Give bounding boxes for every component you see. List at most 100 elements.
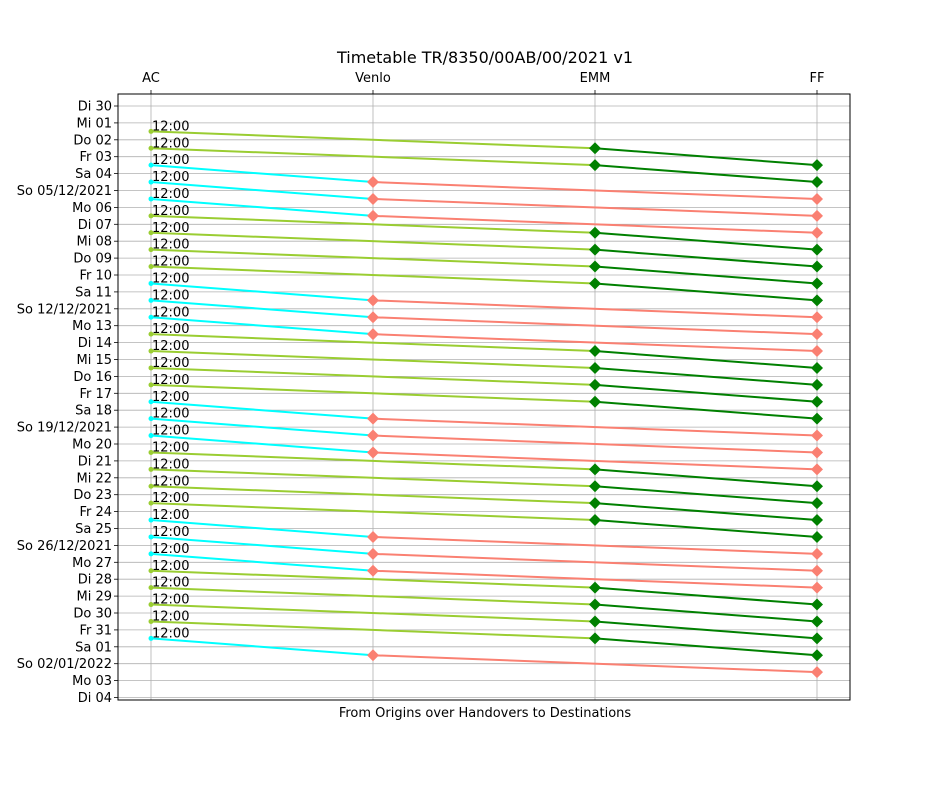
trip-segment: [372, 535, 818, 555]
stop-marker: [811, 159, 823, 172]
trip-segment: [594, 248, 818, 268]
station-label: AC: [142, 71, 160, 86]
stop-marker: [811, 632, 823, 645]
y-tick-label: Do 02: [73, 133, 112, 148]
y-tick-label: Do 23: [73, 488, 112, 503]
departure-time-label: 12:00: [152, 559, 189, 574]
departure-time-label: 12:00: [152, 271, 189, 286]
y-tick-label: Mi 15: [76, 353, 112, 368]
stop-marker: [811, 277, 823, 290]
stop-marker: [367, 176, 379, 189]
stop-marker: [589, 395, 601, 408]
trip-segment: [594, 603, 818, 623]
trip-segment: [150, 519, 374, 538]
origin-marker: [148, 196, 154, 202]
y-tick-label: Sa 25: [75, 522, 112, 537]
origin-marker: [148, 635, 154, 641]
origin-marker: [148, 449, 154, 455]
trip-segment: [372, 451, 818, 471]
trip-segment: [594, 637, 818, 657]
trip-segment: [594, 502, 818, 522]
trip-segment: [594, 468, 818, 488]
stop-marker: [811, 311, 823, 324]
departure-time-label: 12:00: [152, 609, 189, 624]
origin-marker: [148, 331, 154, 337]
y-tick-label: Do 09: [73, 252, 112, 267]
stop-marker: [811, 412, 823, 425]
stop-marker: [811, 615, 823, 628]
trip-segment: [594, 383, 818, 403]
y-tick-label: Fr 10: [79, 269, 112, 284]
stop-marker: [811, 260, 823, 273]
departure-time-label: 12:00: [152, 407, 189, 422]
stop-marker: [589, 226, 601, 239]
trip-segment: [150, 535, 374, 555]
departure-time-label: 12:00: [152, 221, 189, 236]
departure-time-label: 12:00: [152, 322, 189, 337]
stop-marker: [367, 429, 379, 442]
y-tick-label: Mi 08: [76, 235, 112, 250]
trip-segment: [150, 451, 596, 471]
y-tick-label: Di 21: [78, 454, 112, 469]
stop-marker: [589, 598, 601, 611]
stop-marker: [811, 176, 823, 189]
departure-time-label: 12:00: [152, 153, 189, 168]
stop-marker: [811, 581, 823, 594]
origin-marker: [148, 280, 154, 286]
trip-segment: [594, 586, 818, 606]
trip-segment: [150, 181, 374, 200]
trip-segment: [150, 485, 596, 505]
trip-segment: [150, 147, 596, 167]
y-tick-label: Do 30: [73, 607, 112, 622]
trip-segment: [150, 468, 596, 488]
stop-marker: [589, 497, 601, 510]
stop-marker: [811, 649, 823, 662]
departure-time-label: 12:00: [152, 626, 189, 641]
departure-time-label: 12:00: [152, 491, 189, 506]
trip-segment: [372, 552, 818, 572]
origin-marker: [148, 297, 154, 303]
origin-marker: [148, 365, 154, 371]
stop-marker: [811, 226, 823, 239]
y-tick-label: Mo 20: [72, 438, 112, 453]
origin-marker: [148, 264, 154, 270]
origin-marker: [148, 433, 154, 439]
trip-segment: [150, 197, 374, 217]
y-tick-label: Di 14: [78, 336, 112, 351]
stop-marker: [811, 446, 823, 459]
trip-segment: [594, 620, 818, 640]
origin-marker: [148, 618, 154, 624]
departure-time-label: 12:00: [152, 576, 189, 591]
trip-segment: [150, 214, 596, 234]
stop-marker: [811, 598, 823, 611]
departure-time-label: 12:00: [152, 474, 189, 489]
trip-segment: [150, 620, 596, 640]
origin-marker: [148, 247, 154, 253]
stop-marker: [589, 514, 601, 527]
origin-marker: [148, 128, 154, 134]
origin-marker: [148, 551, 154, 557]
origin-marker: [148, 466, 154, 472]
stop-marker: [367, 328, 379, 341]
stop-marker: [589, 378, 601, 391]
y-tick-label: Mi 29: [76, 590, 112, 605]
departure-time-label: 12:00: [152, 356, 189, 371]
stop-marker: [811, 463, 823, 476]
plot-frame: [117, 93, 851, 701]
departure-time-label: 12:00: [152, 119, 189, 134]
trip-segment: [150, 637, 374, 657]
x-axis-label: From Origins over Handovers to Destinati…: [339, 706, 632, 721]
departure-time-label: 12:00: [152, 305, 189, 320]
trip-segment: [150, 502, 596, 522]
stop-marker: [811, 564, 823, 577]
stop-marker: [367, 412, 379, 425]
departure-time-label: 12:00: [152, 373, 189, 388]
trip-segment: [150, 316, 374, 336]
y-tick-label: Sa 04: [75, 167, 112, 182]
trip-segment: [372, 333, 818, 353]
trip-segment: [150, 603, 596, 623]
trip-segment: [372, 299, 818, 319]
origin-marker: [148, 145, 154, 151]
trip-segment: [594, 282, 818, 302]
